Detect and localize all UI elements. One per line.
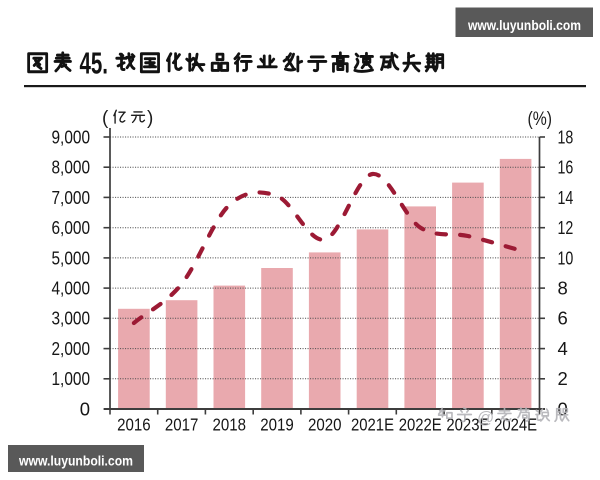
svg-text:18: 18 <box>558 126 574 147</box>
svg-text:1,000: 1,000 <box>52 368 91 389</box>
svg-text:2,000: 2,000 <box>52 338 91 359</box>
svg-text:8: 8 <box>558 278 568 299</box>
svg-text:5,000: 5,000 <box>52 247 91 268</box>
svg-text:): ) <box>147 108 153 129</box>
svg-text:4: 4 <box>558 338 568 359</box>
svg-text:12: 12 <box>558 217 574 238</box>
svg-text:10: 10 <box>558 247 574 268</box>
svg-text:6,000: 6,000 <box>52 217 91 238</box>
svg-text:2024E: 2024E <box>494 415 537 435</box>
svg-text:@: @ <box>477 408 494 427</box>
svg-text:2021E: 2021E <box>351 415 394 435</box>
svg-text:www.luyunboli.com: www.luyunboli.com <box>467 18 581 33</box>
svg-text:www.luyunboli.com: www.luyunboli.com <box>18 454 133 469</box>
svg-text:0: 0 <box>80 398 90 419</box>
svg-text:2020: 2020 <box>308 415 342 435</box>
svg-text:(%): (%) <box>528 109 553 130</box>
svg-text:2023E: 2023E <box>446 415 489 435</box>
svg-text:8,000: 8,000 <box>52 157 91 178</box>
svg-text:2022E: 2022E <box>399 415 442 435</box>
svg-text:6: 6 <box>558 308 568 329</box>
svg-text:45.: 45. <box>80 46 109 81</box>
svg-text:7,000: 7,000 <box>52 187 91 208</box>
svg-text:2018: 2018 <box>213 415 247 435</box>
svg-text:9,000: 9,000 <box>52 126 91 147</box>
svg-text:16: 16 <box>558 157 574 178</box>
svg-text:(: ( <box>102 108 109 129</box>
svg-text:14: 14 <box>558 187 574 208</box>
svg-text:2019: 2019 <box>260 415 294 435</box>
svg-text:3,000: 3,000 <box>52 308 91 329</box>
svg-text:2017: 2017 <box>165 415 199 435</box>
svg-text:2: 2 <box>558 368 568 389</box>
svg-text:2016: 2016 <box>117 415 151 435</box>
svg-text:4,000: 4,000 <box>52 278 91 299</box>
